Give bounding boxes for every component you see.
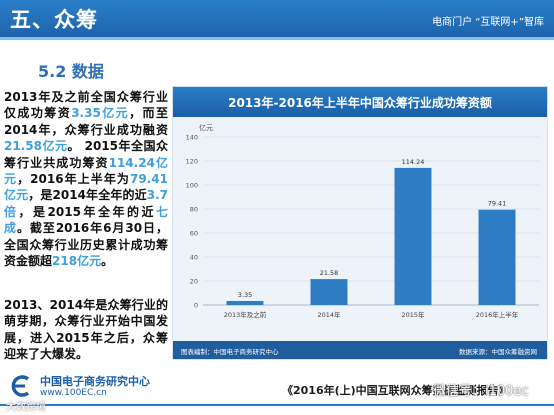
trend-paragraph: 2013、2014年是众筹行业的萌芽期，众筹行业开始中国发展，进入2015年之后… <box>4 298 168 362</box>
paragraph-text: ，是2015年全年的近 <box>18 204 156 219</box>
highlight-figure: 3.35亿元 <box>71 106 130 121</box>
ec-logo-icon <box>11 375 30 397</box>
data-label: 79.41 <box>488 200 507 208</box>
corner-watermark: 大数跨境 <box>6 402 46 413</box>
y-tick-label: 40 <box>190 254 198 262</box>
y-axis-unit-label: 亿元 <box>199 123 213 132</box>
bar <box>226 300 264 305</box>
section-heading: 5.2 数据 <box>38 62 104 81</box>
data-label: 3.35 <box>238 291 252 299</box>
bar <box>478 209 516 305</box>
bar-chart: 亿元 0 20 40 60 80 100 120 140 3.35 2013年及之前 21.58 201… <box>186 123 539 319</box>
paragraph-text: 。 <box>101 254 114 269</box>
company-logo: 中国电子商务研究中心 www.100EC.cn <box>6 371 196 405</box>
header-divider <box>0 37 554 40</box>
paragraph-text: ，2016年上半年为 <box>17 172 131 187</box>
y-tick-label: 80 <box>190 206 198 214</box>
y-tick-label: 20 <box>190 278 198 286</box>
bar <box>394 167 432 305</box>
report-title: 《2016年(上)中国互联网众筹数据监测报告》 <box>282 384 510 397</box>
x-tick-label: 2013年及之前 <box>224 310 267 319</box>
y-tick-label: 100 <box>186 182 198 190</box>
y-tick-label: 0 <box>194 302 198 310</box>
chart-footer: 图表编制：中国电子商务研究中心 数据来源：中国众筹融资网 <box>173 341 547 359</box>
highlight-figure: 79.41亿元 <box>4 172 168 203</box>
paragraph-text: 。截至2016年6月30日，全国众筹行业历史累计成功筹资金额超 <box>4 221 168 269</box>
y-tick-label: 120 <box>186 158 198 166</box>
highlight-figure: 218亿元 <box>52 254 102 269</box>
highlight-figure: 21.58亿元 <box>4 139 68 154</box>
bottom-divider <box>0 404 554 406</box>
bar <box>310 279 348 305</box>
data-label: 21.58 <box>320 269 339 277</box>
chart-panel: 2013年-2016年上半年中国众筹行业成功筹资额 亿元 0 20 40 60 80 100… <box>172 86 548 360</box>
highlight-figure: 114.24亿元 <box>4 155 168 187</box>
wechat-watermark: 微信号：i100ec <box>433 384 529 399</box>
logo-url: www.100EC.cn <box>40 388 107 398</box>
x-tick-label: 2015年 <box>401 310 425 319</box>
highlight-figure: 3.7倍 <box>4 188 168 219</box>
x-tick-label: 2016年上半年 <box>476 310 519 319</box>
summary-paragraph: 2013年及之前全国众筹行业仅成功筹资3.35亿元，而至2014年，众筹行业成功… <box>4 89 168 269</box>
y-tick-label: 60 <box>190 230 198 238</box>
data-label: 114.24 <box>402 158 425 166</box>
paragraph-text: 2013年及之前全国众筹行业仅成功筹资 <box>4 90 168 121</box>
y-tick-label: 140 <box>186 134 198 142</box>
paragraph-text: 。 2015年全国众筹行业共成功筹资 <box>4 139 168 170</box>
highlight-figure: 七成 <box>4 204 168 236</box>
paragraph-text: ，是2014年全年的近 <box>28 188 147 203</box>
chart-title: 2013年-2016年上半年中国众筹行业成功筹资额 <box>228 96 492 110</box>
header-tagline: 电商门户 “互联网+”智库 <box>432 17 544 28</box>
chart-title-bar: 2013年-2016年上半年中国众筹行业成功筹资额 <box>173 87 547 117</box>
chart-source-note: 图表编制：中国电子商务研究中心 <box>181 348 279 356</box>
paragraph-text: ，而至2014年，众筹行业成功融资 <box>4 106 168 137</box>
chart-data-source: 数据来源：中国众筹融资网 <box>459 348 537 356</box>
x-tick-label: 2014年 <box>317 310 341 319</box>
logo-name: 中国电子商务研究中心 <box>40 375 150 388</box>
header-bar: 五、众筹 电商门户 “互联网+”智库 <box>0 0 554 40</box>
slide-title: 五、众筹 <box>10 8 98 32</box>
